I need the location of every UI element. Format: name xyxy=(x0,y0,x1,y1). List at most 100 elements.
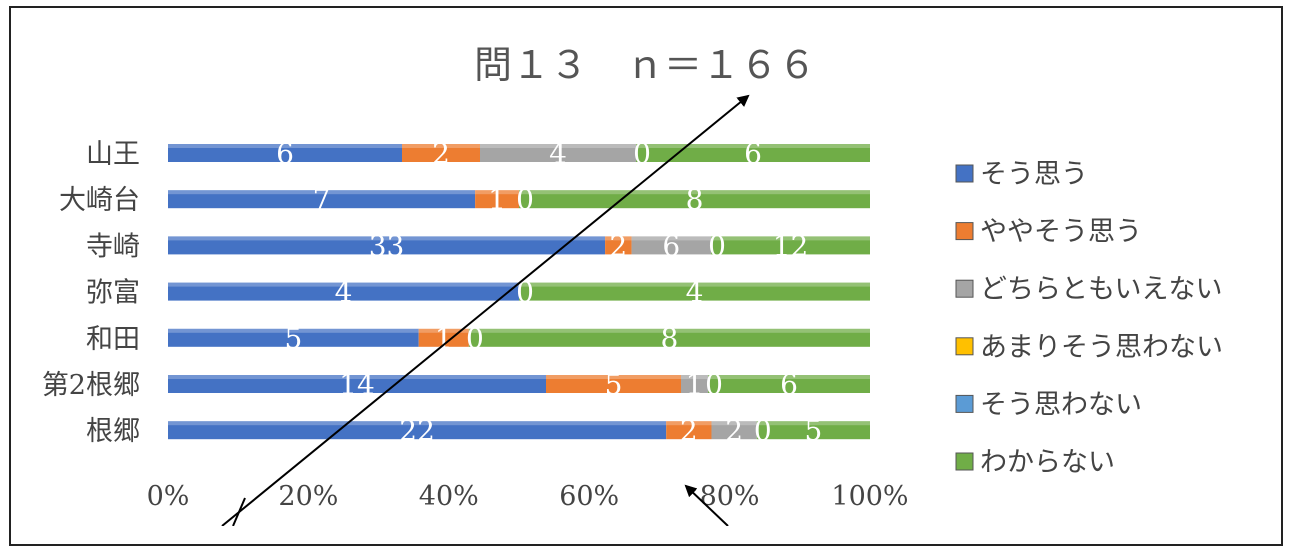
bar-segment-highlight xyxy=(631,236,712,241)
data-label: 8 xyxy=(686,183,704,216)
bar-segment-highlight xyxy=(168,190,476,195)
bar-segment-highlight xyxy=(418,328,469,333)
data-label: 6 xyxy=(662,229,680,262)
chart-frame xyxy=(9,6,1283,546)
data-label: 6 xyxy=(780,368,798,401)
legend-swatch xyxy=(955,452,974,471)
data-label: 6 xyxy=(744,137,762,170)
bar-segment xyxy=(168,236,606,255)
x-tick-label: 0% xyxy=(147,481,190,512)
stacked-bar-chart: 問１３ ｎ＝１６６ 6 2 4 0 67 1 0 833 2 6 0 124 0 45 1 0 814 5 1 0 62… xyxy=(42,43,1223,526)
bar-segment-highlight xyxy=(168,282,519,287)
legend-swatch xyxy=(955,337,974,356)
data-label: 0 xyxy=(516,183,534,216)
annotation-arrows xyxy=(221,94,750,526)
bar-segment-highlight xyxy=(168,375,546,379)
category-label: 第2根郷 xyxy=(42,370,140,401)
legend-entry: あまりそう思わない xyxy=(980,332,1223,363)
data-label: 2 xyxy=(609,229,627,262)
bar-segment-highlight xyxy=(168,328,419,333)
category-label: 根郷 xyxy=(86,416,140,447)
bar-segment xyxy=(708,375,870,393)
x-tick-label: 40% xyxy=(419,481,479,512)
category-label: 和田 xyxy=(86,324,140,355)
legend-entry: そう思う xyxy=(980,159,1088,190)
data-label: 0 xyxy=(705,368,723,401)
legend-entry: ややそう思う xyxy=(980,217,1142,248)
bar-segment xyxy=(519,282,870,301)
bar-segment-highlight xyxy=(468,328,870,333)
bar-segment-highlight xyxy=(519,282,870,287)
bar-segment-highlight xyxy=(756,421,870,426)
bar-segment-highlight xyxy=(681,375,708,379)
bar-segment xyxy=(711,236,870,255)
bar-segment-highlight xyxy=(711,421,757,426)
data-label: 0 xyxy=(708,229,726,262)
bars-group: 6 2 4 0 67 1 0 833 2 6 0 124 0 45 1 0 814 5 1 0 622 2 2 0 5 xyxy=(168,137,870,447)
legend-swatch xyxy=(955,222,974,241)
data-label: 8 xyxy=(661,322,679,355)
category-label: 山王 xyxy=(86,139,140,170)
bar-segment xyxy=(480,144,636,162)
legend-swatch xyxy=(955,394,974,413)
data-label: 1 xyxy=(435,322,453,355)
category-label: 弥富 xyxy=(86,278,140,309)
bar-segment-highlight xyxy=(636,144,870,148)
bar-segment-highlight xyxy=(402,144,480,148)
arrow-annotation-1 xyxy=(221,94,750,526)
bar-segment xyxy=(636,144,870,162)
data-label: 0 xyxy=(466,322,484,355)
bar-segment xyxy=(519,190,870,209)
data-label: 2 xyxy=(432,137,450,170)
data-label: 0 xyxy=(633,137,651,170)
data-label: 6 xyxy=(276,137,294,170)
bar-segment-highlight xyxy=(708,375,870,379)
category-label: 寺崎 xyxy=(86,231,140,262)
bar-segment xyxy=(605,236,632,255)
bar-segment xyxy=(168,375,546,393)
bar-segment-highlight xyxy=(475,190,519,195)
bar-segment-highlight xyxy=(168,144,402,148)
data-label: 14 xyxy=(339,368,375,401)
legend-swatch xyxy=(955,164,974,183)
data-label: 5 xyxy=(605,368,623,401)
data-label: 4 xyxy=(549,137,567,170)
bar-segment-highlight xyxy=(546,375,681,379)
data-label: 12 xyxy=(773,229,809,262)
bar-segment-highlight xyxy=(480,144,636,148)
bar-segment xyxy=(402,144,480,162)
bar-segment xyxy=(468,328,870,347)
bar-segment xyxy=(168,421,667,440)
data-label: 22 xyxy=(399,414,435,447)
bar-segment xyxy=(546,375,681,393)
bar-segment xyxy=(168,282,519,301)
legend-entry: わからない xyxy=(980,447,1115,478)
bar-segment xyxy=(666,421,712,440)
x-tick-label: 100% xyxy=(831,481,908,512)
x-tick-label: 60% xyxy=(559,481,619,512)
bar-segment-highlight xyxy=(168,236,606,241)
bar-segment-highlight xyxy=(711,236,870,241)
bar-segment xyxy=(475,190,519,209)
bar-segment xyxy=(168,190,476,209)
bar-segment xyxy=(631,236,712,255)
x-tick-label: 20% xyxy=(278,481,338,512)
category-label: 大崎台 xyxy=(59,185,140,216)
bar-segment-highlight xyxy=(168,421,667,426)
legend-entry: そう思わない xyxy=(980,389,1142,420)
chart-title: 問１３ ｎ＝１６６ xyxy=(474,43,816,87)
data-label: 1 xyxy=(488,183,506,216)
data-label: 2 xyxy=(725,414,743,447)
data-label: 1 xyxy=(686,368,704,401)
data-label: 5 xyxy=(284,322,302,355)
data-label: 0 xyxy=(516,276,534,309)
bar-segment xyxy=(756,421,870,440)
legend-swatch xyxy=(955,279,974,298)
data-label: 33 xyxy=(369,229,405,262)
bar-segment xyxy=(681,375,708,393)
bar-segment-highlight xyxy=(605,236,632,241)
legend-entry: どちらともいえない xyxy=(980,274,1222,305)
arrow-annotation-2 xyxy=(232,497,246,526)
bar-segment xyxy=(168,144,402,162)
